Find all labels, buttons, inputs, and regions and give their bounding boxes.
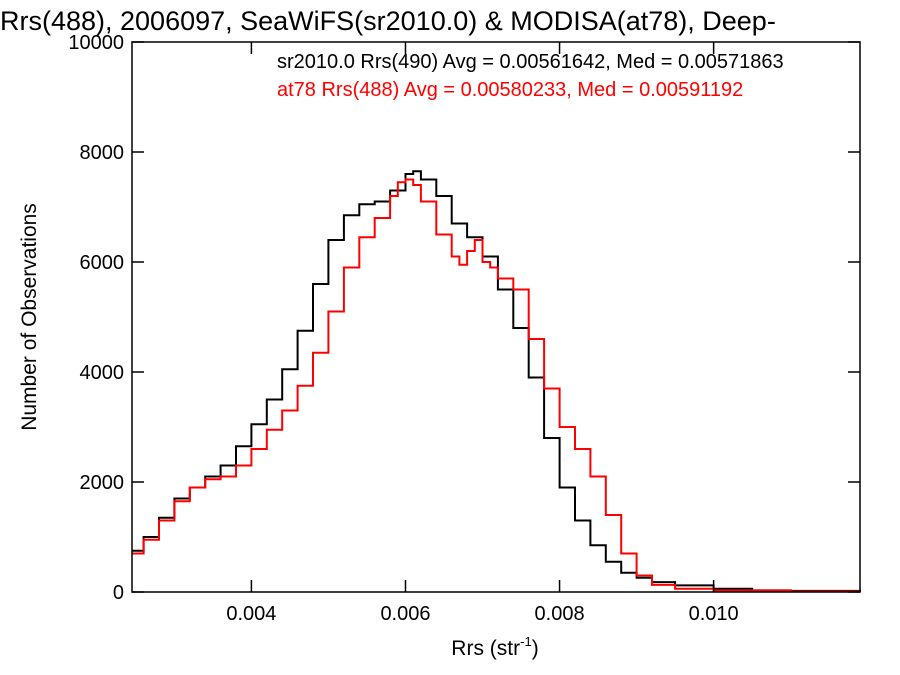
plot-frame: [131, 41, 861, 593]
y-tick-label: 4000: [80, 362, 125, 384]
annotation-at78: at78 Rrs(488) Avg = 0.00580233, Med = 0.…: [277, 79, 743, 101]
x-tick-label: 0.010: [689, 603, 739, 625]
series-line-1: [132, 178, 861, 593]
x-axis-label-sup: -1: [520, 634, 532, 649]
x-axis-label-main: Rrs (str: [451, 637, 520, 660]
x-axis-label: Rrs (str-1): [451, 634, 538, 660]
y-tick-label: 8000: [80, 142, 125, 164]
y-axis: 0 2000 4000 6000 8000 10000: [68, 32, 860, 604]
x-tick-label: 0.004: [226, 603, 276, 625]
x-tick-label: 0.006: [380, 603, 430, 625]
x-tick-label: 0.008: [535, 603, 585, 625]
y-tick-label: 6000: [80, 252, 125, 274]
y-tick-label: 10000: [68, 32, 124, 54]
annotation-sr2010: sr2010.0 Rrs(490) Avg = 0.00561642, Med …: [277, 51, 784, 73]
chart-title: Rrs(488), 2006097, SeaWiFS(sr2010.0) & M…: [0, 6, 776, 36]
plot-area: [132, 170, 861, 593]
x-axis-label-end: ): [532, 637, 539, 660]
y-tick-label: 0: [113, 582, 124, 604]
y-axis-label: Number of Observations: [18, 203, 41, 431]
series-line-0: [132, 170, 861, 592]
y-tick-label: 2000: [80, 472, 125, 494]
x-axis: 0.004 0.006 0.008 0.010: [226, 42, 739, 625]
